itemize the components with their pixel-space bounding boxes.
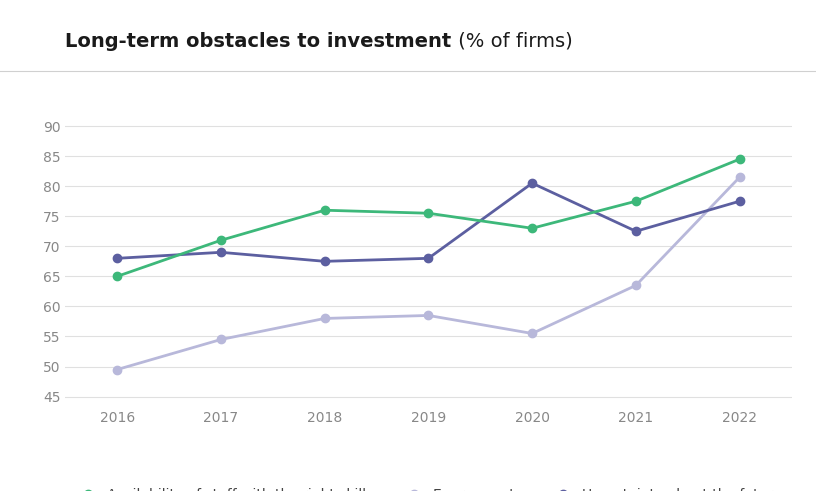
Text: Long-term obstacles to investment: Long-term obstacles to investment [65, 32, 451, 51]
Legend: Availability of staff with the right skills, Energy costs, Uncertainty about the: Availability of staff with the right ski… [70, 483, 787, 491]
Text: (% of firms): (% of firms) [451, 32, 572, 51]
